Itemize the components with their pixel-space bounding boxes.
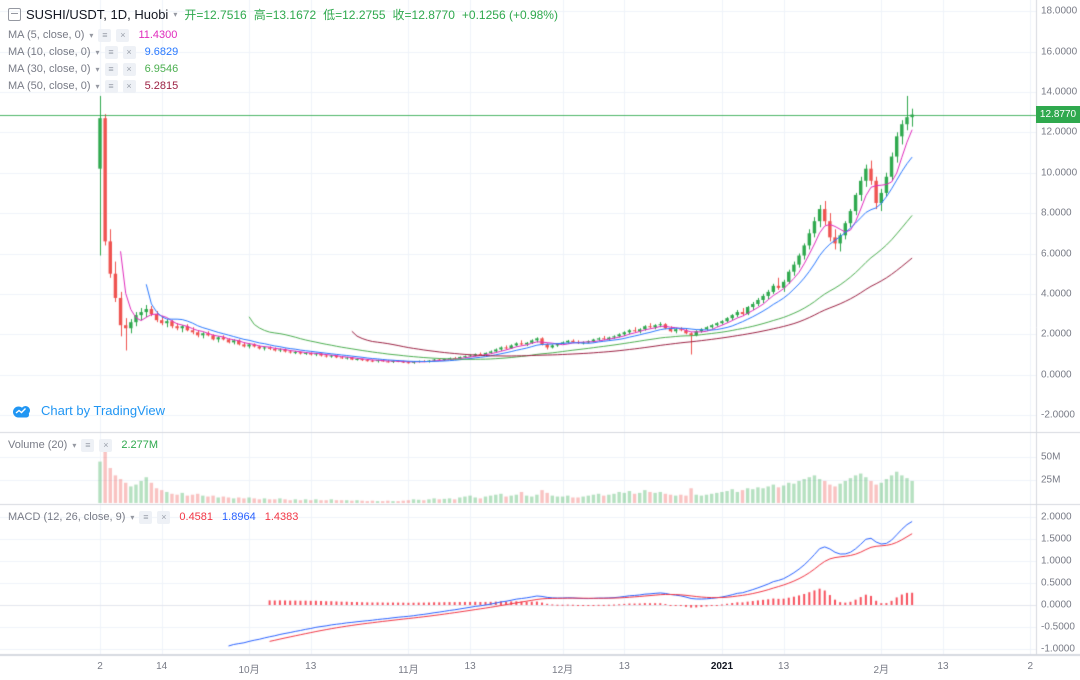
ma5-row[interactable]: MA (5, close, 0) ▾ ≡ × 11.4300 bbox=[8, 27, 558, 43]
time-axis-label: 13 bbox=[937, 661, 949, 672]
macd-row[interactable]: MACD (12, 26, close, 9) ▾ ≡ × 0.4581 1.8… bbox=[8, 509, 298, 525]
time-axis-label: 2 bbox=[1027, 661, 1034, 672]
tradingview-attribution[interactable]: Chart by TradingView bbox=[12, 403, 165, 418]
price-axis-label: 10.0000 bbox=[1041, 167, 1078, 179]
macd-axis-label: 0.0000 bbox=[1041, 599, 1072, 611]
ma30-value: 6.9546 bbox=[144, 63, 179, 75]
settings-icon[interactable]: ≡ bbox=[104, 45, 118, 59]
close-icon[interactable]: × bbox=[122, 79, 136, 93]
attribution-text: Chart by TradingView bbox=[41, 403, 166, 418]
time-axis[interactable]: 2 14 10月 13 11月 13 12月 13 2021 13 2月 13 2 bbox=[0, 655, 1080, 680]
tradingview-logo bbox=[13, 405, 30, 417]
settings-icon[interactable]: ≡ bbox=[81, 438, 95, 452]
price-axis-label: -2.0000 bbox=[1041, 409, 1075, 421]
price-axis-label: 12.0000 bbox=[1041, 126, 1078, 138]
settings-icon[interactable]: ≡ bbox=[104, 62, 118, 76]
chevron-down-icon: ▾ bbox=[72, 440, 77, 450]
close-icon[interactable]: × bbox=[99, 438, 113, 452]
volume-axis-label: 25M bbox=[1041, 474, 1061, 486]
close-icon[interactable]: × bbox=[116, 28, 130, 42]
volume-label: Volume (20) bbox=[8, 439, 68, 451]
price-axis-label: 4.0000 bbox=[1041, 288, 1072, 300]
chevron-down-icon: ▾ bbox=[130, 512, 135, 522]
price-axis-label: 0.0000 bbox=[1041, 369, 1072, 381]
price-axis-label: 16.0000 bbox=[1041, 46, 1078, 57]
ma50-value: 5.2815 bbox=[144, 80, 179, 92]
price-axis-label: 14.0000 bbox=[1041, 86, 1078, 98]
ma5-value: 11.4300 bbox=[138, 29, 178, 41]
time-axis-label: 13 bbox=[618, 661, 630, 672]
macd-axis-label: 1.0000 bbox=[1041, 555, 1072, 567]
macd-label: MACD (12, 26, close, 9) bbox=[8, 511, 126, 523]
price-axis-label: 8.0000 bbox=[1041, 207, 1072, 219]
ma30-row[interactable]: MA (30, close, 0) ▾ ≡ × 6.9546 bbox=[8, 61, 558, 77]
time-axis-label: 13 bbox=[778, 661, 790, 672]
chevron-down-icon[interactable]: ▾ bbox=[173, 10, 178, 19]
symbol-row[interactable]: SUSHI/USDT, 1D, Huobi ▾ 开=12.7516 高=13.1… bbox=[8, 5, 558, 24]
macd-signal-value: 1.4383 bbox=[264, 511, 299, 523]
chevron-down-icon: ▾ bbox=[89, 30, 94, 40]
high-value: 高=13.1672 bbox=[253, 8, 317, 22]
time-axis-label: 2 bbox=[97, 661, 103, 672]
ma30-label: MA (30, close, 0) bbox=[8, 63, 91, 75]
time-axis-label: 10月 bbox=[238, 665, 260, 676]
ma10-value: 9.6829 bbox=[144, 46, 179, 58]
change-value: +0.1256 (+0.98%) bbox=[461, 7, 558, 22]
close-icon[interactable]: × bbox=[122, 62, 136, 76]
chevron-down-icon: ▾ bbox=[95, 47, 100, 57]
macd-axis-label: 1.5000 bbox=[1041, 533, 1072, 545]
time-axis-label: 13 bbox=[464, 661, 476, 672]
ma10-label: MA (10, close, 0) bbox=[8, 46, 91, 58]
price-axis[interactable]: 18.0000 16.0000 14.0000 12.0000 10.0000 8.000… bbox=[1036, 0, 1080, 655]
time-axis-label: 12月 bbox=[552, 665, 574, 676]
time-axis-label: 13 bbox=[305, 661, 317, 672]
open-value: 开=12.7516 bbox=[184, 8, 247, 22]
settings-icon[interactable]: ≡ bbox=[104, 79, 118, 93]
close-icon[interactable]: × bbox=[157, 510, 171, 524]
legend-collapse-icon[interactable] bbox=[8, 8, 21, 21]
macd-axis-label: 0.5000 bbox=[1041, 577, 1072, 589]
macd-axis-label: -0.5000 bbox=[1041, 621, 1075, 633]
symbol-title[interactable]: SUSHI/USDT, 1D, Huobi bbox=[26, 7, 169, 22]
settings-icon[interactable]: ≡ bbox=[98, 28, 112, 42]
legend-collapse-icon-bar bbox=[11, 13, 18, 14]
volume-row[interactable]: Volume (20) ▾ ≡ × 2.277M bbox=[8, 437, 158, 453]
chevron-down-icon: ▾ bbox=[95, 64, 100, 74]
time-axis-label: 14 bbox=[156, 661, 168, 672]
macd-hist-value: 0.4581 bbox=[179, 511, 214, 523]
price-axis-label: 6.0000 bbox=[1041, 248, 1072, 259]
macd-axis-label: -1.0000 bbox=[1041, 643, 1075, 655]
ma5-label: MA (5, close, 0) bbox=[8, 29, 85, 41]
chevron-down-icon: ▾ bbox=[95, 81, 100, 91]
volume-axis-label: 50M bbox=[1041, 451, 1061, 463]
macd-axis-label: 2.0000 bbox=[1041, 511, 1072, 523]
last-price-tag: 12.8770 bbox=[1036, 106, 1080, 124]
low-value: 低=12.2755 bbox=[323, 8, 386, 22]
ma50-row[interactable]: MA (50, close, 0) ▾ ≡ × 5.2815 bbox=[8, 78, 558, 94]
close-icon[interactable]: × bbox=[122, 45, 136, 59]
time-axis-label: 2月 bbox=[873, 665, 890, 676]
macd-legend: MACD (12, 26, close, 9) ▾ ≡ × 0.4581 1.8… bbox=[8, 509, 298, 525]
price-axis-label: 2.0000 bbox=[1041, 328, 1072, 340]
main-legend: SUSHI/USDT, 1D, Huobi ▾ 开=12.7516 高=13.1… bbox=[8, 5, 558, 94]
ma10-row[interactable]: MA (10, close, 0) ▾ ≡ × 9.6829 bbox=[8, 44, 558, 60]
settings-icon[interactable]: ≡ bbox=[139, 510, 153, 524]
time-axis-label: 11月 bbox=[398, 665, 419, 676]
ma50-label: MA (50, close, 0) bbox=[8, 80, 91, 92]
macd-line-value: 1.8964 bbox=[222, 511, 256, 523]
time-axis-label: 2021 bbox=[710, 661, 734, 672]
close-value: 收=12.8770 bbox=[392, 8, 455, 22]
volume-legend: Volume (20) ▾ ≡ × 2.277M bbox=[8, 437, 158, 453]
price-axis-label: 18.0000 bbox=[1041, 5, 1078, 17]
volume-value: 2.277M bbox=[121, 439, 159, 451]
